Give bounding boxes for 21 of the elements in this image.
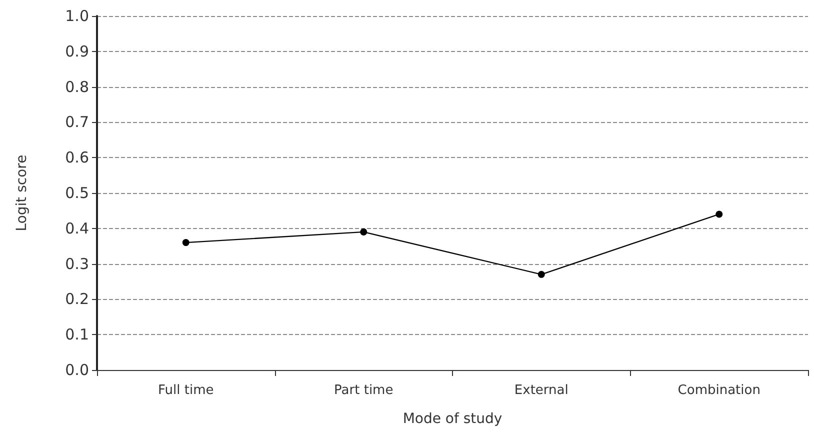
- y-tick-label: 0.5: [65, 184, 89, 202]
- point: [182, 239, 190, 246]
- point: [716, 210, 723, 218]
- y-tick-label: 0.0: [65, 361, 89, 379]
- point: [538, 270, 545, 278]
- y-tick-label: 0.7: [65, 113, 89, 132]
- y-tick-label: 0.4: [65, 219, 89, 238]
- y-tick-label: 0.8: [65, 78, 89, 96]
- x-axis-title: Mode of study: [402, 411, 502, 427]
- y-tick-label: 0.3: [65, 254, 89, 273]
- y-tick-label: 0.1: [65, 326, 89, 344]
- point: [360, 228, 368, 236]
- x-tick-label: Part time: [334, 383, 394, 398]
- x-tick-label: External: [514, 383, 568, 398]
- y-axis-title: Logit score: [14, 154, 30, 232]
- y-tick-label: 0.6: [65, 148, 89, 167]
- y-tick-label: 1.0: [65, 7, 89, 25]
- x-tick-label: Full time: [158, 383, 214, 398]
- y-tick-label: 0.2: [65, 290, 89, 308]
- x-tick-label: Combination: [678, 383, 760, 398]
- y-tick-label: 0.9: [65, 42, 89, 60]
